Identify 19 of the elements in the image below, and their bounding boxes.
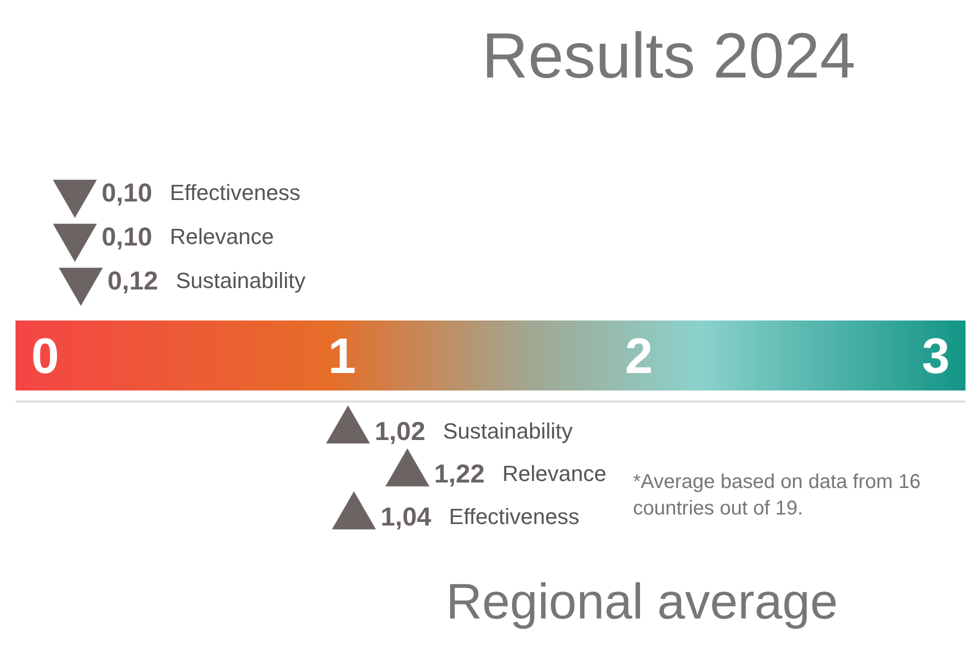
annotation: *Average based on data from 16 countries out of 19. — [633, 470, 921, 520]
data-label: 1,02 — [374, 416, 426, 446]
data-label: 0,10 — [102, 222, 152, 252]
x-tick-label: 3 — [922, 328, 950, 384]
text: Regional average — [446, 574, 838, 630]
x-tick-label: 0 — [31, 328, 60, 384]
category-label: Sustainability — [443, 418, 573, 444]
category-label: Relevance — [502, 461, 606, 486]
data-label: 1,04 — [380, 502, 432, 532]
category-label: Effectiveness — [448, 504, 580, 530]
data-label: 1,22 — [434, 458, 485, 489]
y-tick-label: Effectiveness — [170, 180, 300, 205]
data-label: 0,10 — [102, 178, 152, 208]
y-tick-label: Sustainability — [176, 268, 306, 293]
chart-title: Results 2024 — [482, 20, 856, 92]
x-tick-label: 2 — [625, 328, 653, 384]
x-tick-label: 1 — [328, 328, 356, 384]
data-label: 0,12 — [108, 266, 158, 296]
y-tick-label: Relevance — [170, 224, 274, 249]
